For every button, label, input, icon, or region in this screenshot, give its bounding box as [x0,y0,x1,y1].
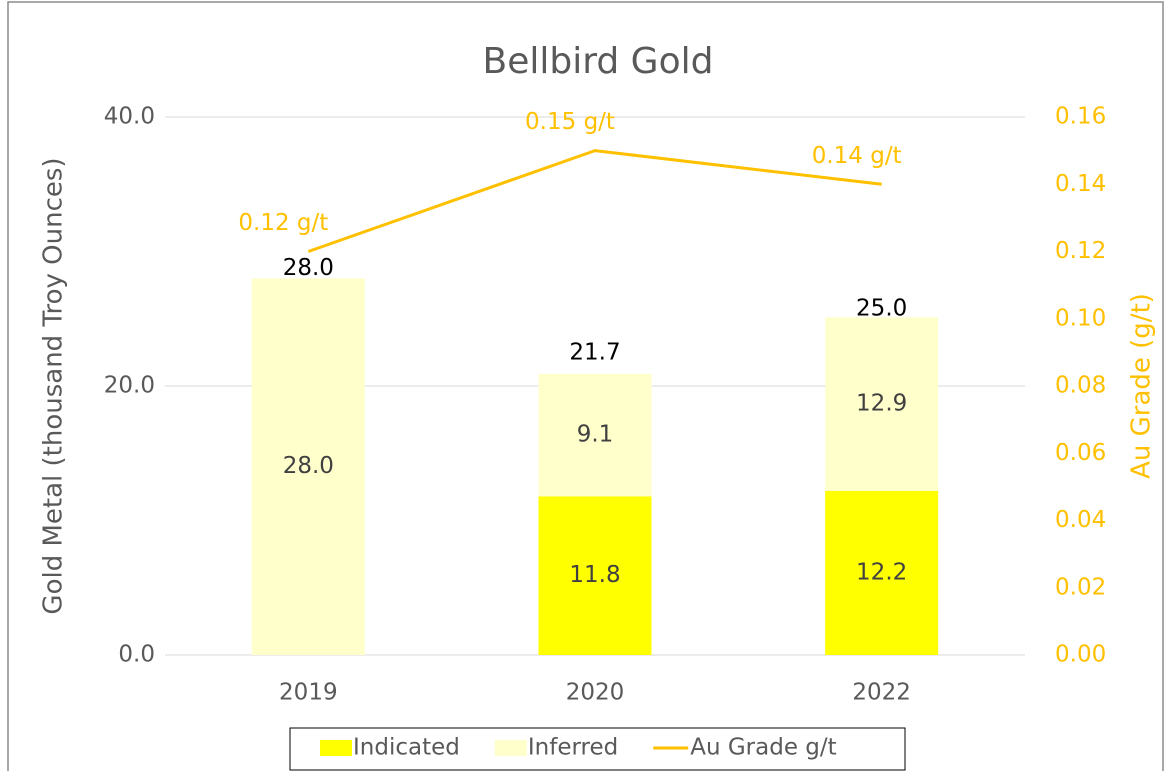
legend-box [289,727,906,771]
bar-segment [538,373,652,497]
bar-segment [825,490,939,655]
bar-value-label: 12.2 [856,559,907,585]
x-tick-label: 2020 [566,680,625,706]
y-tick-label: 40.0 [104,104,155,130]
bar-value-label: 28.0 [283,453,334,479]
line-value-label: 0.12 g/t [238,210,328,236]
total-label: 28.0 [283,255,334,281]
y2-tick-label: 0.14 [1055,171,1106,197]
bar-segment [251,278,365,655]
y-tick-label: 0.0 [118,642,155,668]
y2-tick-label: 0.10 [1055,305,1106,331]
x-tick-label: 2022 [852,680,911,706]
bar-value-label: 12.9 [856,391,907,417]
y2-tick-label: 0.02 [1055,574,1106,600]
legend-swatch [320,740,352,756]
bar-segment [538,496,652,655]
y-axis-label: Gold Metal (thousand Troy Ounces) [39,157,69,614]
bar-value-label: 9.1 [577,422,614,448]
y2-tick-label: 0.08 [1055,373,1106,399]
line-value-label: 0.14 g/t [812,143,902,169]
bar-segment [825,317,939,491]
bar-value-label: 11.8 [569,562,620,588]
line-value-label: 0.15 g/t [525,109,615,135]
y-tick-label: 20.0 [104,373,155,399]
legend-swatch [494,740,527,756]
legend-label: Au Grade g/t [690,735,836,761]
y2-tick-label: 0.06 [1055,440,1106,466]
line [307,149,882,253]
total-label: 25.0 [856,295,907,321]
y2-tick-label: 0.12 [1055,238,1106,264]
legend-label: Indicated [353,735,460,761]
total-label: 21.7 [569,340,620,366]
x-tick-label: 2019 [279,680,338,706]
chart-title: Bellbird Gold [483,41,714,82]
legend-label: Inferred [528,735,618,761]
y2-axis-label: Au Grade (g/t) [1127,293,1157,479]
y2-tick-label: 0.00 [1055,642,1106,668]
y2-tick-label: 0.16 [1055,104,1106,130]
y2-tick-label: 0.04 [1055,507,1106,533]
